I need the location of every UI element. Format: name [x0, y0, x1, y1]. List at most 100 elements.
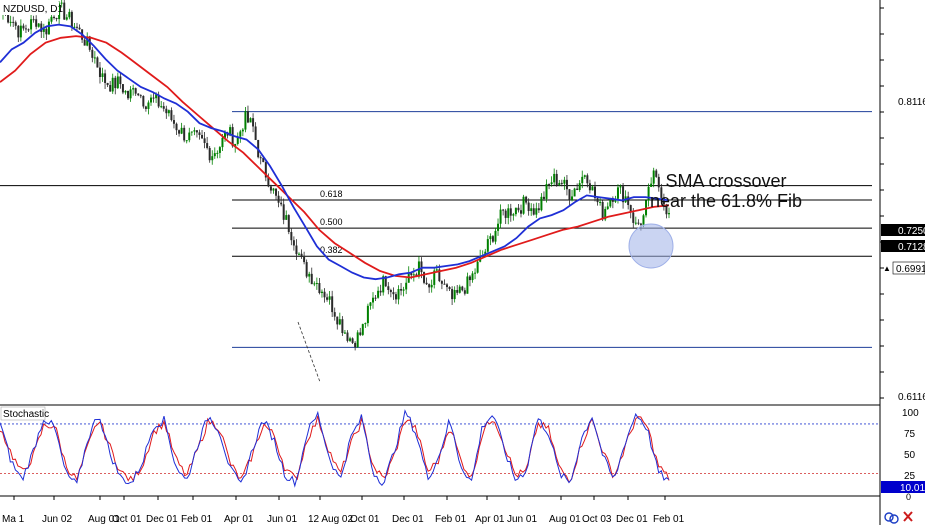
- candle-body: [499, 209, 502, 224]
- candle-body: [58, 3, 61, 20]
- candle-body: [285, 215, 288, 220]
- candle-body: [377, 290, 380, 298]
- candle-body: [456, 289, 459, 293]
- candle-body: [12, 21, 15, 23]
- candle-body: [193, 130, 196, 132]
- candle-body: [514, 207, 517, 215]
- candle-body: [665, 204, 668, 215]
- candle-body: [155, 94, 158, 99]
- candle-body: [453, 289, 456, 300]
- candle-body: [581, 176, 584, 184]
- candle-body: [104, 73, 107, 83]
- candle-body: [553, 173, 556, 183]
- candle-body: [440, 281, 443, 284]
- candle-body: [129, 89, 132, 99]
- candle-body: [545, 184, 548, 199]
- candle-body: [563, 179, 566, 184]
- candle-body: [639, 223, 642, 225]
- candle-body: [55, 18, 58, 20]
- candle-body: [461, 286, 464, 291]
- stoch-axis-0: 0: [906, 492, 911, 502]
- price-box-1: [881, 224, 925, 236]
- candle-body: [183, 127, 186, 141]
- x-tick-label: Dec 01: [392, 514, 424, 525]
- candlestick-series: [2, 0, 670, 351]
- x-tick-label: Feb 01: [435, 514, 467, 525]
- candle-body: [221, 137, 224, 148]
- stochastic-title-bg: [0, 406, 46, 421]
- candle-body: [509, 208, 512, 216]
- candle-body: [379, 290, 382, 293]
- close-icon[interactable]: [903, 511, 913, 522]
- candle-body: [170, 110, 173, 121]
- candle-body: [517, 207, 520, 211]
- x-tick-label: Dec 01: [616, 514, 648, 525]
- candle-body: [451, 288, 454, 300]
- candle-body: [507, 208, 510, 218]
- stoch-axis-50: 50: [904, 450, 916, 461]
- candle-body: [318, 283, 321, 294]
- candle-body: [527, 202, 530, 212]
- candle-body: [542, 196, 545, 199]
- candle-body: [588, 183, 591, 191]
- candle-body: [463, 290, 466, 294]
- candle-body: [252, 118, 255, 127]
- candle-body: [114, 77, 117, 89]
- price-box-2-label: 0.7128: [898, 242, 925, 253]
- candle-body: [382, 276, 385, 293]
- candle-body: [616, 187, 619, 199]
- candle-body: [489, 236, 492, 240]
- price-axis-label-bottom: 0.6116: [898, 392, 925, 403]
- candle-body: [389, 290, 392, 293]
- candle-body: [497, 223, 500, 231]
- fib-trendline[interactable]: [297, 321, 321, 383]
- candle-body: [86, 36, 89, 46]
- stochastic-oscillator: [0, 409, 880, 488]
- candle-body: [466, 276, 469, 294]
- candle-body: [423, 272, 426, 283]
- symbol-label-bg: [1, 2, 59, 15]
- price-box-2: [881, 240, 925, 252]
- candle-body: [504, 210, 507, 218]
- candle-body: [366, 305, 369, 324]
- candle-body: [341, 319, 344, 334]
- candle-body: [609, 198, 612, 207]
- candle-body: [40, 23, 43, 32]
- candle-body: [298, 253, 300, 255]
- candle-body: [127, 90, 130, 99]
- candle-body: [188, 132, 191, 141]
- candle-body: [42, 28, 45, 32]
- candle-body: [359, 332, 362, 335]
- candle-body: [601, 201, 604, 220]
- candle-body: [259, 157, 262, 159]
- candle-body: [642, 215, 645, 225]
- candle-body: [627, 196, 630, 206]
- candle-body: [520, 210, 522, 214]
- candle-body: [410, 272, 413, 276]
- candle-body: [326, 297, 329, 300]
- candle-body: [558, 182, 561, 186]
- candle-body: [476, 261, 479, 273]
- candle-body: [246, 111, 249, 123]
- candle-body: [361, 324, 364, 335]
- candle-body: [405, 282, 408, 290]
- candle-body: [96, 57, 99, 68]
- candle-body: [241, 129, 244, 132]
- candle-body: [573, 188, 576, 197]
- x-tick-label: Aug 01: [549, 514, 581, 525]
- candle-body: [315, 283, 318, 285]
- fibonacci-retracement[interactable]: 0.618 0.500 0.382: [0, 111, 872, 383]
- candle-body: [397, 289, 400, 300]
- sma-slow-line: [0, 35, 670, 279]
- candle-body: [578, 183, 581, 190]
- candle-body: [68, 11, 71, 18]
- candle-body: [101, 73, 104, 77]
- candle-body: [336, 316, 339, 325]
- candle-body: [331, 296, 334, 313]
- candle-body: [157, 94, 160, 107]
- candle-body: [106, 82, 109, 86]
- candle-body: [540, 196, 543, 211]
- link-icon[interactable]: [884, 512, 899, 524]
